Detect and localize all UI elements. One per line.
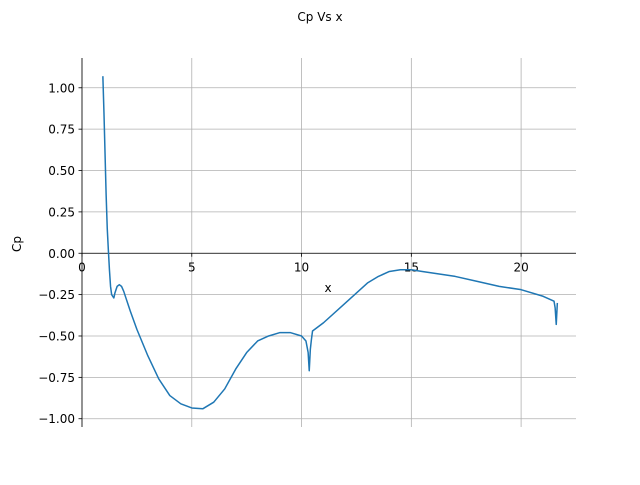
grid xyxy=(81,58,576,427)
y-axis-label: Cp xyxy=(10,236,24,252)
y-tick-label: −0.75 xyxy=(38,371,75,385)
series-group xyxy=(102,76,559,410)
cp-series-line xyxy=(102,76,559,410)
x-tick-label: 0 xyxy=(78,260,86,274)
y-tick-label: 0.00 xyxy=(48,247,75,261)
x-axis-label: x xyxy=(324,281,331,295)
x-tick-label: 5 xyxy=(188,260,196,274)
axes xyxy=(78,58,576,427)
chart-title: Cp Vs x xyxy=(297,10,342,24)
x-tick-label: 20 xyxy=(513,260,528,274)
y-tick-label: 0.25 xyxy=(48,205,75,219)
x-tick-label: 10 xyxy=(294,260,309,274)
y-tick-label: −0.50 xyxy=(38,329,75,343)
y-tick-label: 0.50 xyxy=(48,164,75,178)
y-tick-label: −0.25 xyxy=(38,288,75,302)
tick-labels: 0 5 10 15 20 1.00 0.75 0.50 0.25 0.00 −0.25 −0.50 −0… xyxy=(38,81,529,426)
y-tick-label: −1.00 xyxy=(38,412,75,426)
y-tick-label: 1.00 xyxy=(48,81,75,95)
y-tick-label: 0.75 xyxy=(48,123,75,137)
x-tick-label: 15 xyxy=(404,260,419,274)
